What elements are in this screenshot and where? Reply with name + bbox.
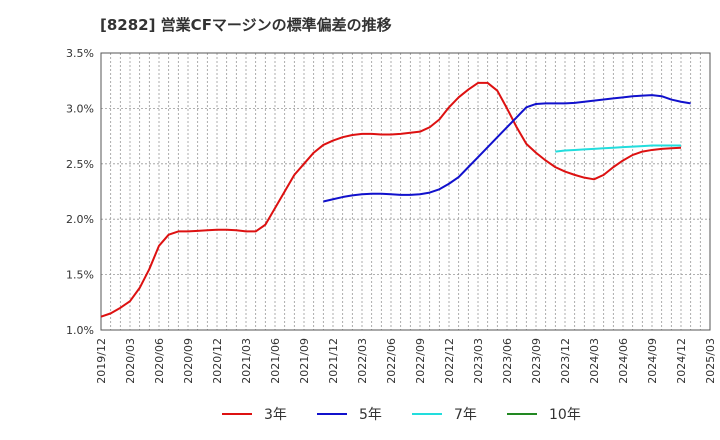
legend-label: 3年: [264, 407, 287, 423]
x-tick-label: 2024/09: [646, 338, 659, 384]
y-tick-label: 1.0%: [66, 324, 94, 337]
x-tick-label: 2025/03: [704, 338, 717, 384]
x-tick-label: 2021/12: [327, 338, 340, 384]
series-line-3年: [100, 81, 682, 318]
x-tick-label: 2022/03: [356, 338, 369, 384]
x-tick-label: 2023/09: [530, 338, 543, 384]
series-line-5年: [323, 94, 691, 203]
x-tick-label: 2024/03: [588, 338, 601, 384]
x-tick-label: 2021/09: [298, 338, 311, 384]
x-tick-label: 2023/06: [501, 338, 514, 384]
x-tick-label: 2024/12: [675, 338, 688, 384]
x-tick-label: 2019/12: [95, 338, 108, 384]
legend-label: 7年: [454, 407, 477, 423]
x-tick-label: 2021/06: [269, 338, 282, 384]
legend-label: 5年: [359, 407, 382, 423]
x-tick-label: 2024/06: [617, 338, 630, 384]
x-tick-label: 2020/12: [211, 338, 224, 384]
y-axis: 1.0% 1.5% 2.0% 2.5% 3.0% 3.5%: [66, 47, 94, 337]
x-tick-label: 2020/03: [124, 338, 137, 384]
x-tick-label: 2021/03: [240, 338, 253, 384]
x-tick-label: 2023/12: [559, 338, 572, 384]
y-tick-label: 3.0%: [66, 102, 94, 115]
x-tick-label: 2022/12: [443, 338, 456, 384]
x-tick-label: 2020/09: [182, 338, 195, 384]
chart-title: [8282] 営業CFマージンの標準偏差の推移: [100, 16, 392, 34]
x-tick-label: 2022/09: [414, 338, 427, 384]
legend: 3年 5年 7年 10年: [222, 407, 581, 423]
x-tick-label: 2022/06: [385, 338, 398, 384]
legend-label: 10年: [549, 407, 581, 423]
y-tick-label: 2.0%: [66, 213, 94, 226]
x-tick-label: 2020/06: [153, 338, 166, 384]
plot-border: [100, 52, 711, 331]
y-tick-label: 3.5%: [66, 47, 94, 60]
y-tick-label: 1.5%: [66, 269, 94, 282]
x-axis: 2019/12 2020/03 2020/06 2020/09 2020/12 2021/…: [95, 338, 717, 384]
x-tick-label: 2023/03: [472, 338, 485, 384]
series-group: [100, 81, 691, 318]
series-line-7年: [555, 144, 681, 153]
y-tick-label: 2.5%: [66, 158, 94, 171]
grid: [101, 53, 710, 330]
